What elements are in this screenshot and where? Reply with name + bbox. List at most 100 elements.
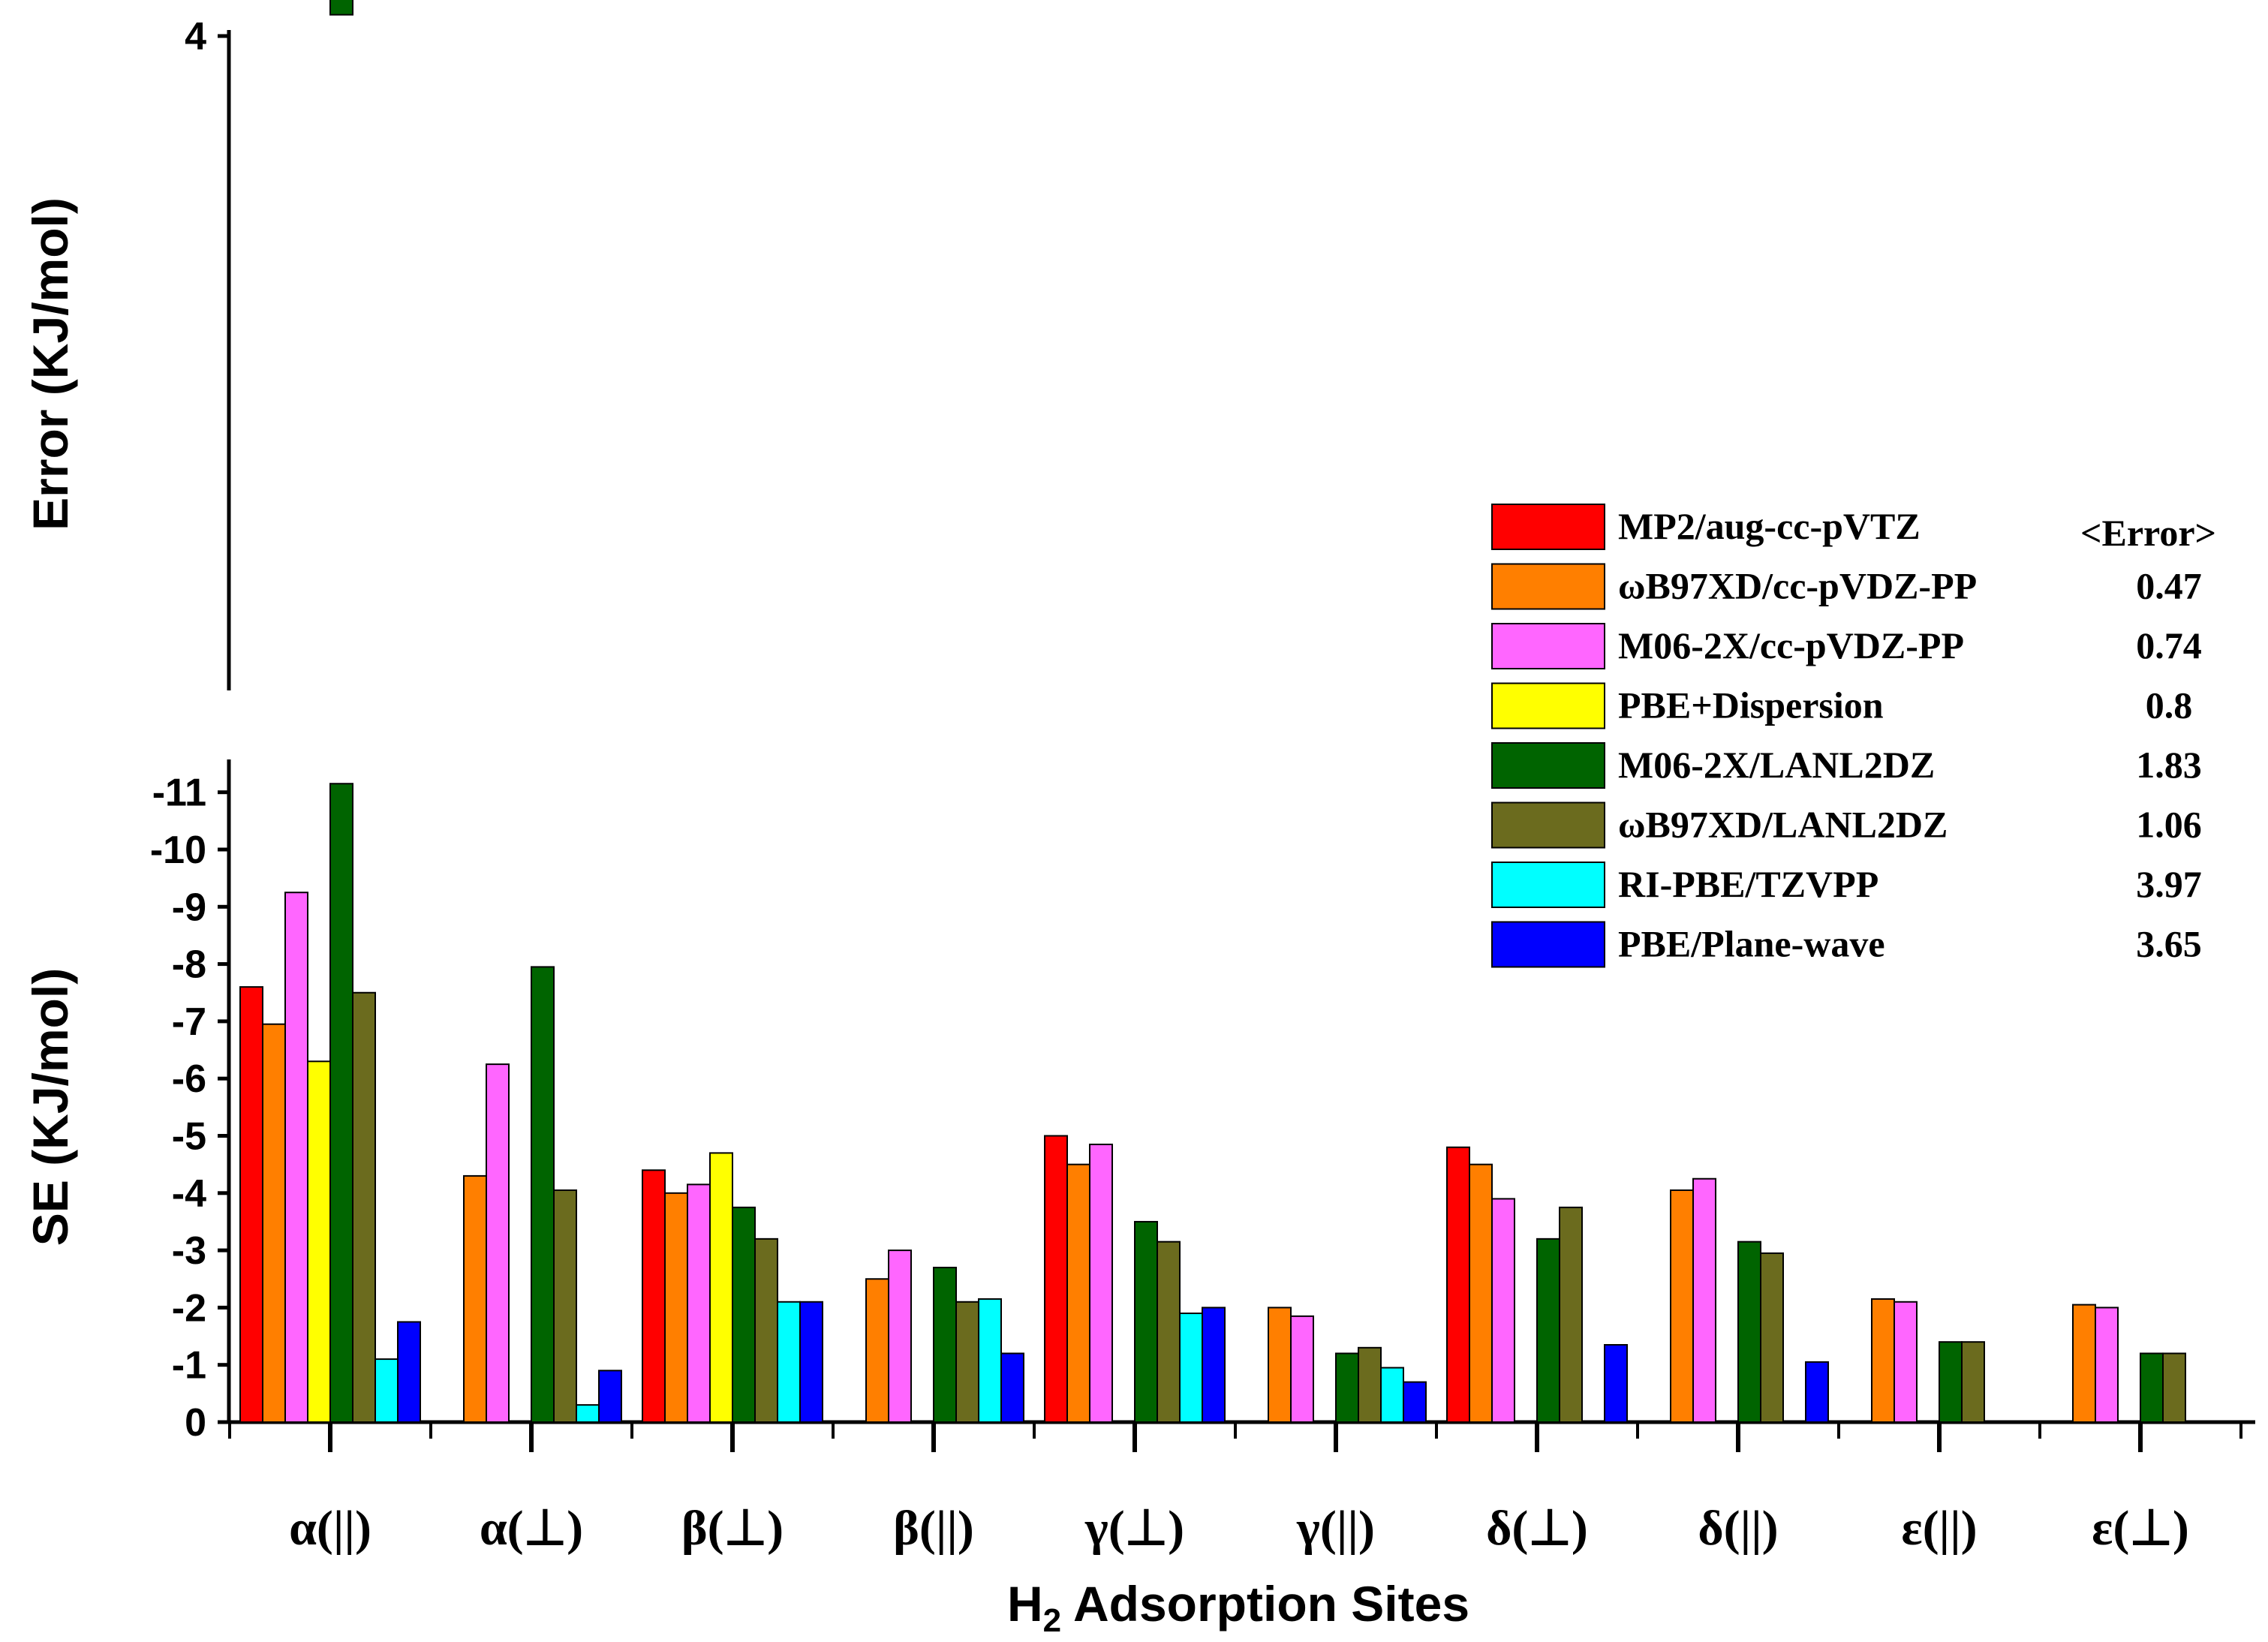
x-axis-title-rest: Adsorption Sites [1061,1576,1469,1631]
legend-label: MP2/aug-cc-pVTZ [1618,505,1921,547]
se-bar [463,1174,487,1424]
se-bar [1894,1301,1918,1424]
se-bar [1604,1343,1628,1423]
legend-label: PBE/Plane-wave [1618,923,1885,965]
se-bar [531,966,555,1424]
legend-error-value: 3.65 [2136,923,2202,965]
se-bar [1157,1241,1181,1424]
se-bar [486,1063,510,1423]
legend-error-value: 0.74 [2136,624,2202,666]
category-label: γ(⊥) [1084,1501,1184,1556]
se-bar [2072,1304,2096,1423]
se-bar [687,1183,711,1423]
se-bar [1670,1189,1694,1423]
legend-label: RI-PBE/TZVPP [1618,863,1878,905]
category-label: δ(⊥) [1486,1501,1588,1556]
se-bar [1961,1341,1985,1424]
se-bar [1358,1346,1382,1424]
legend-error-value: 1.06 [2136,804,2202,846]
legend-error-value: 3.97 [2136,863,2202,905]
se-bar [1202,1307,1226,1424]
legend-label: M06-2X/cc-pVDZ-PP [1618,624,1964,666]
legend-label: PBE+Dispersion [1618,684,1884,726]
se-bar [1446,1146,1470,1423]
legend: <Error> MP2/aug-cc-pVTZ ωB97XD/cc-pVDZ-PP… [1491,504,2216,968]
se-y-tick-label: -2 [172,1286,206,1330]
se-bar [978,1298,1002,1423]
se-y-tick-label: 0 [185,1401,206,1445]
error-y-axis-title: Error (KJ/mol) [23,197,78,531]
se-bar [1335,1352,1359,1423]
se-bar [374,1358,399,1423]
legend-label: M06-2X/LANL2DZ [1618,744,1935,786]
se-bar [329,783,353,1423]
x-axis-title: H2 Adsorption Sites [1007,1576,1469,1639]
se-bar [754,1238,778,1423]
legend-error-header: <Error> [2080,512,2216,554]
se-y-tick-label: -9 [172,886,206,929]
se-y-tick-label: -3 [172,1229,206,1273]
se-bar [1134,1220,1158,1423]
se-bar [1559,1206,1583,1423]
se-panel: SE (KJ/mol) -11-10-9-8-7-6-5-4-3-2-10 α(… [23,759,2255,1639]
se-bar [2162,1352,2186,1423]
se-bar [1403,1381,1427,1423]
category-label: γ(||) [1296,1501,1375,1556]
se-y-tick-label: -11 [152,771,206,815]
se-y-tick-label: -8 [172,943,206,987]
se-bar [865,1278,889,1423]
legend-error-value: 0.8 [2146,684,2193,726]
se-y-tick-label: -4 [172,1172,206,1216]
se-bar [397,1321,421,1423]
se-bar [888,1250,912,1423]
se-bar [576,1404,600,1423]
legend-label: ωB97XD/LANL2DZ [1618,804,1948,846]
se-y-tick-label: -5 [172,1115,206,1159]
se-y-tick-label: -6 [172,1057,206,1101]
se-y-tick-label: -1 [172,1344,206,1388]
legend-swatch [1491,801,1605,849]
se-bar [1380,1367,1404,1424]
category-label: α(⊥) [480,1501,583,1556]
se-bar [777,1301,801,1424]
se-bar [598,1370,622,1423]
x-axis-title-sub: 2 [1043,1602,1061,1639]
legend-error-value: 1.83 [2136,744,2202,786]
category-label: ε(||) [1901,1501,1977,1556]
se-bar [799,1301,823,1424]
se-bar [1044,1135,1068,1423]
se-bar [307,1060,331,1424]
se-y-tick-label: -7 [172,1000,206,1044]
se-bar [1469,1163,1493,1424]
x-axis-title-main: H [1007,1576,1043,1631]
legend-swatch [1491,682,1605,729]
category-label: β(||) [893,1501,974,1556]
se-bar [1268,1307,1292,1424]
se-bar [955,1301,979,1424]
se-bar [1000,1352,1024,1423]
se-bar [1939,1341,1963,1424]
se-bar [1871,1298,1895,1423]
se-bar [1737,1241,1761,1424]
se-y-tick-label: -10 [150,829,206,872]
se-bar [1066,1163,1090,1424]
legend-label: ωB97XD/cc-pVDZ-PP [1618,565,1977,607]
se-bar [2095,1307,2119,1424]
legend-swatch [1491,623,1605,669]
legend-swatch [1491,563,1605,610]
legend-swatch [1491,504,1605,550]
se-bar [284,892,308,1423]
se-bar [1179,1313,1203,1424]
se-bar [664,1192,688,1424]
se-bar [1089,1143,1113,1423]
se-bar [709,1152,733,1423]
category-label: ε(⊥) [2092,1501,2189,1556]
se-bar [262,1023,286,1423]
error-bar [329,0,353,16]
se-bar [1760,1252,1784,1424]
se-y-axis-title: SE (KJ/mol) [23,968,78,1246]
se-bar [239,986,263,1423]
se-bar [732,1206,756,1423]
se-bar [933,1266,957,1423]
